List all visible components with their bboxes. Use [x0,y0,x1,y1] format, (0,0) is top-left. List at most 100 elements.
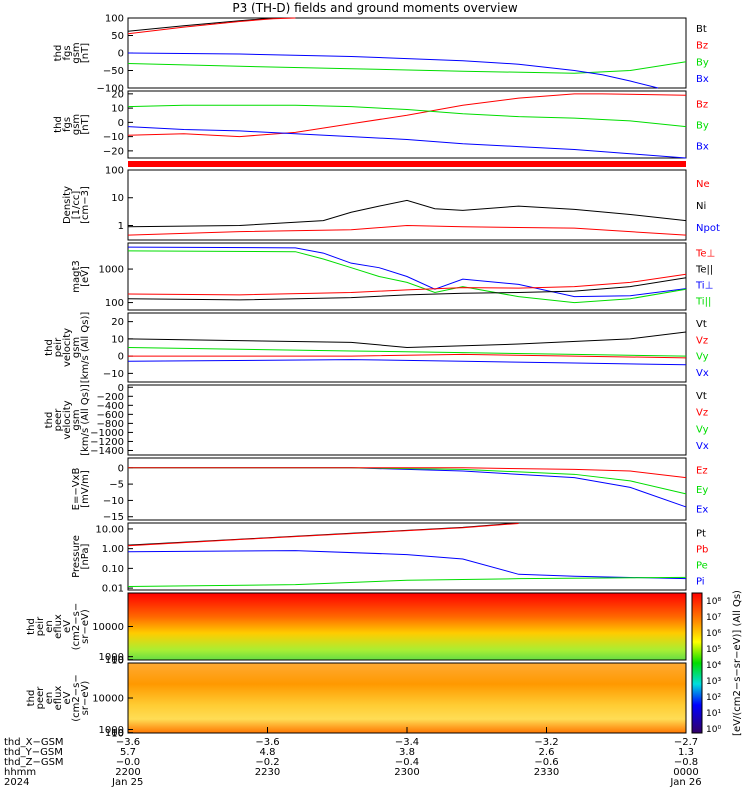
y-tick-label-peir_spec: 1000 [99,652,124,663]
series-line-density-Ne [127,224,687,236]
y-tick-label-peir_spec: 10000 [92,622,124,633]
y-tick-label-peer_velocity: −1000 [90,428,124,439]
colorbar-tick-label: 10² [706,693,721,703]
y-tick-label-velocity: 20 [111,317,124,328]
y-tick-label-temp: 100 [105,298,124,309]
colorbar-tick-label: 10⁷ [706,613,721,623]
x-tick-label: −0.6 [534,757,558,768]
x-tick-label: Jan 26 [669,777,701,788]
y-axis-label-peer_spec: en [44,692,55,705]
y-tick-label-fgs_zoom: 10 [111,104,124,115]
x-tick-label: −3.6 [255,737,279,748]
series-line-temp-Ti|| [127,250,687,304]
series-line-density-Ni [127,199,687,228]
legend-entry-fgs: Bx [696,74,709,85]
series-line-fgs-By [127,61,687,74]
x-axis-row-label: 2024 [4,777,29,788]
legend-entry-peer_velocity: Vy [696,424,709,435]
y-tick-label-velocity: 10 [111,334,124,345]
y-tick-label-efield: −5 [109,480,124,491]
x-tick-label: −0.0 [116,757,140,768]
panel-frame-temp [127,242,687,311]
y-axis-label-pressure: [nPa] [80,543,91,569]
y-axis-label-fgs_zoom: [nT] [80,114,91,134]
legend-entry-pressure: Pt [696,529,706,540]
y-axis-label-pressure: Pressure [71,535,82,578]
y-axis-label-peer_velocity: peer [53,408,64,432]
series-line-temp-Te⊥ [127,273,687,296]
x-tick-label: −2.7 [674,737,698,748]
y-tick-label-fgs: 0 [118,49,124,60]
x-axis-row-label: thd_Z−GSM [4,757,64,768]
x-tick-label: −3.4 [395,737,419,748]
legend-entry-efield: Ez [696,466,708,477]
series-line-fgs-Bz [127,17,296,35]
legend-entry-density: Ni [696,201,706,212]
y-axis-label-peer_spec: eV [62,691,73,704]
y-tick-label-pressure: 10.00 [95,524,124,535]
x-tick-label: 5.7 [120,747,136,758]
series-line-efield-Ex [128,467,687,508]
y-axis-label-efield: E=−VxB [71,468,82,511]
series-line-efield-Ez [128,467,687,479]
legend-entry-density: Npot [696,223,720,234]
legend-entry-fgs: Bz [696,41,708,52]
legend-entry-fgs: Bt [696,24,707,35]
y-axis-label-fgs_zoom: gsm [71,114,82,135]
legend-entry-temp: Te|| [695,265,713,276]
colorbar-tick-label: 10⁴ [706,661,721,671]
legend-entry-efield: Ey [696,485,708,496]
y-axis-label-peir_spec: thd [26,618,37,635]
x-tick-label: −3.6 [116,737,140,748]
x-tick-label: 2230 [255,767,280,778]
y-tick-label-fgs_zoom: −10 [103,132,124,143]
y-axis-label-temp: magt3 [71,260,82,293]
y-tick-label-pressure: 1.00 [102,544,124,555]
legend-entry-pressure: Pi [696,576,705,587]
x-tick-label: 3.8 [399,747,415,758]
legend-entry-temp: Te⊥ [695,249,715,260]
y-axis-label-fgs: fgs [62,45,73,60]
y-tick-label-peer_velocity: −400 [97,401,124,412]
x-tick-label: Jan 25 [111,777,143,788]
y-axis-label-peir_spec: (cm2−s− [71,603,82,650]
y-axis-label-peer_velocity: gsm [71,409,82,430]
legend-entry-peer_velocity: Vz [696,408,708,419]
y-axis-label-peer_velocity: thd [44,412,55,429]
legend-entry-velocity: Vy [696,352,709,363]
y-tick-label-peer_velocity: −200 [97,392,124,403]
y-axis-label-peir_spec: sr−eV) [80,609,91,644]
y-axis-label-peer_velocity: [km/s (All Qs)] [80,384,91,456]
y-tick-label-peer_velocity: −1400 [90,446,124,457]
colorbar-tick-label: 10⁰ [706,725,721,735]
series-line-velocity-Vy [127,347,687,357]
x-tick-label: −0.2 [255,757,279,768]
x-tick-label: 2200 [115,767,140,778]
legend-entry-fgs: By [696,57,709,68]
y-tick-label-peer_velocity: −800 [97,419,124,430]
y-tick-label-fgs_zoom: −20 [103,146,124,157]
series-line-efield-Ey [128,467,687,495]
x-tick-label: 1.3 [678,747,694,758]
x-tick-label: 4.8 [260,747,276,758]
y-tick-label-pressure: 0.01 [102,584,124,595]
x-axis-row-label: thd_Y−GSM [4,747,63,758]
y-tick-label-fgs_zoom: 0 [118,118,124,129]
y-tick-label-efield: −15 [103,512,124,523]
legend-entry-fgs_zoom: By [696,121,709,132]
y-axis-label-fgs: thd [53,45,64,62]
panel-frame-pressure [127,522,687,591]
y-axis-label-peir_spec: eV [62,620,73,633]
panel-frame-fgs [127,17,687,89]
y-axis-label-fgs: gsm [71,42,82,63]
y-axis-label-fgs_zoom: thd [53,116,64,133]
x-axis-row-label: thd_X−GSM [4,737,64,748]
series-line-temp-Ti⊥ [127,246,687,298]
series-line-velocity-Vt [127,331,687,349]
y-tick-label-peer_spec: 10000 [92,694,124,705]
colorbar-tick-label: 10¹ [706,709,721,719]
page-title: P3 (TH-D) fields and ground moments over… [232,1,518,15]
series-line-fgs_zoom-By [127,104,687,128]
legend-entry-peer_velocity: Vt [696,391,707,402]
